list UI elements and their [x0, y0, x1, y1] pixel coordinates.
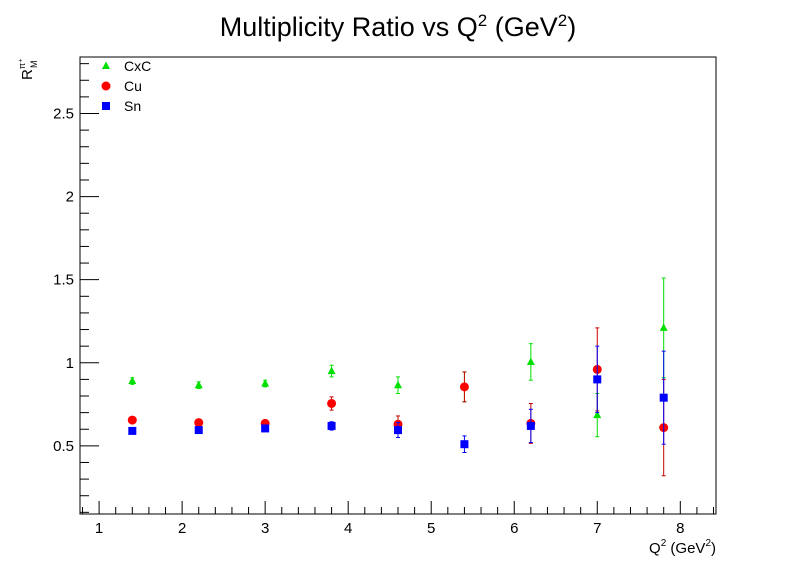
x-tick-label: 5 — [427, 520, 435, 537]
y-tick-label: 2 — [66, 189, 74, 206]
y-axis-label: Rπ⁺ M — [17, 58, 39, 80]
x-tick-label: 1 — [95, 520, 103, 537]
data-point-sn — [593, 375, 602, 384]
chart-title: Multiplicity Ratio vs Q2 (GeV2) — [220, 11, 577, 42]
series-layer — [127, 277, 669, 477]
data-point-cu — [327, 398, 337, 408]
legend-label-cxc: CxC — [124, 58, 151, 74]
data-point-cu — [459, 382, 469, 392]
data-point-cxc — [128, 376, 137, 385]
legend-marker-cxc — [102, 61, 110, 69]
y-tick-label: 1 — [66, 355, 74, 372]
series-cxc — [128, 277, 668, 438]
legend-marker-sn — [102, 102, 110, 110]
svg-text:M: M — [29, 61, 39, 69]
series-sn — [128, 345, 668, 454]
data-point-sn — [394, 426, 402, 435]
data-point-cxc — [394, 380, 402, 389]
data-point-sn — [327, 421, 336, 430]
axes: 1 2 3 4 5 6 7 8 0.5 1 1.5 2 2.5 — [53, 63, 715, 537]
x-tick-label: 6 — [510, 520, 518, 537]
y-tick-label: 0.5 — [53, 438, 74, 455]
y-tick-label: 1.5 — [53, 272, 74, 289]
data-point-cxc — [593, 410, 602, 419]
data-point-sn — [460, 440, 469, 449]
x-axis-label: Q2 (GeV2) — [649, 538, 716, 557]
y-tick-label: 2.5 — [53, 106, 74, 123]
data-point-cxc — [659, 323, 668, 331]
data-point-cu — [194, 418, 204, 428]
x-tick-label: 3 — [261, 520, 269, 537]
data-point-sn — [526, 421, 535, 430]
plot-frame — [79, 56, 717, 515]
data-point-cxc — [526, 357, 535, 365]
data-point-cxc — [261, 379, 270, 387]
data-point-cxc — [327, 366, 336, 375]
x-tick-label: 7 — [593, 520, 601, 537]
data-point-sn — [128, 426, 137, 435]
data-point-sn — [659, 393, 668, 402]
legend-label-cu: Cu — [124, 78, 142, 94]
x-tick-label: 8 — [676, 520, 684, 537]
data-point-cu — [127, 415, 137, 425]
svg-text:Rπ⁺: Rπ⁺ — [17, 58, 36, 80]
legend: CxC Cu Sn — [101, 58, 151, 114]
data-point-sn — [261, 424, 270, 433]
data-point-sn — [194, 426, 203, 435]
x-tick-label: 2 — [178, 520, 186, 537]
data-point-cxc — [194, 380, 203, 389]
series-cu — [127, 327, 669, 477]
legend-label-sn: Sn — [124, 98, 141, 114]
x-tick-label: 4 — [344, 520, 352, 537]
legend-marker-cu — [101, 81, 111, 91]
